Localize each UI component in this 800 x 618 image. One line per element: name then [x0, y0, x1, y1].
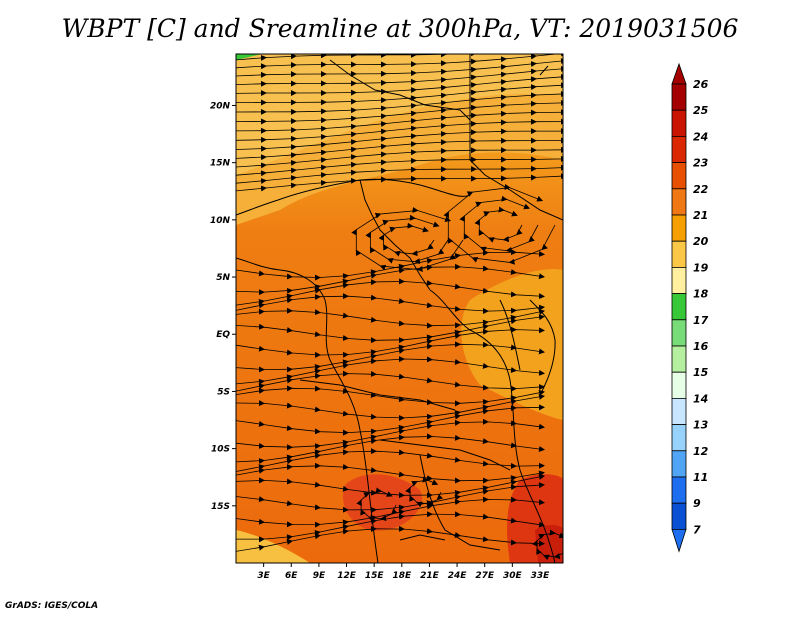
colorbar-label: 11: [693, 471, 708, 484]
colorbar-label: 9: [693, 497, 701, 510]
lon-tick-label: 3E: [257, 571, 270, 581]
colorbar-label: 24: [693, 130, 708, 143]
colorbar-segment: [671, 371, 687, 399]
streamline: [356, 487, 398, 522]
streamlines: [236, 54, 563, 561]
colorbar-label: 16: [693, 340, 709, 353]
colorbar-segment: [671, 476, 687, 504]
lat-tick-label: EQ: [216, 330, 230, 340]
map-title: WBPT [C] and Sreamline at 300hPa, VT: 20…: [61, 14, 739, 43]
lat-tick-label: 15S: [211, 502, 230, 512]
lon-tick-label: 33E: [531, 571, 551, 581]
streamline: [405, 476, 443, 508]
lon-tick-label: 9E: [313, 571, 326, 581]
map-area: [236, 54, 563, 563]
lat-tick-label: 15N: [210, 159, 231, 169]
colorbar-segment: [671, 397, 687, 425]
colorbar-segment: [671, 83, 687, 111]
lat-tick-label: 5S: [217, 387, 230, 397]
lat-tick-label: 10S: [211, 445, 230, 455]
streamline: [474, 206, 523, 243]
map-frame: [235, 53, 564, 564]
colorbar-bottom-arrow: [671, 529, 687, 553]
colorbar-segment: [671, 135, 687, 163]
colorbar-segment: [671, 319, 687, 347]
colorbar-label: 15: [693, 366, 709, 379]
colorbar-label: 17: [693, 314, 709, 327]
lon-tick-label: 30E: [503, 571, 523, 581]
longitude-axis: 3E 6E 9E 12E 15E 18E 21E 24E 27E 30E 33E: [257, 563, 550, 581]
colorbar-label: 14: [693, 392, 708, 405]
lon-tick-label: 27E: [475, 571, 495, 581]
colorbar-label: 25: [693, 104, 709, 117]
colorbar-segment: [671, 240, 687, 268]
lon-tick-label: 15E: [365, 571, 385, 581]
colorbar-label: 26: [693, 78, 709, 91]
colorbar-segment: [671, 424, 687, 452]
colorbar-segment: [671, 266, 687, 294]
streamline: [236, 525, 545, 552]
colorbar-label: 20: [693, 235, 709, 248]
streamline: [236, 173, 563, 192]
lon-tick-label: 12E: [337, 571, 357, 581]
colorbar-segment: [671, 109, 687, 137]
lat-tick-label: 5N: [216, 273, 230, 283]
colorbar-segment: [671, 502, 687, 530]
colorbar-label: 23: [693, 157, 709, 170]
streamline: [532, 529, 563, 561]
lon-tick-label: 21E: [420, 571, 440, 581]
colorbar-label: 12: [693, 445, 709, 458]
country-borders: [236, 54, 563, 563]
lon-tick-label: 24E: [448, 571, 468, 581]
colorbar-segment: [671, 450, 687, 478]
grads-credit: GrADS: IGES/COLA: [5, 601, 99, 611]
colorbar-label: 19: [693, 261, 709, 274]
colorbar-label: 7: [693, 523, 701, 536]
colorbar-segment: [671, 188, 687, 216]
colorbar: 26 25 24 23 22 21 20 19 18 17 16 15 14 13 12 11 9 7: [671, 62, 709, 553]
colorbar-label: 13: [693, 419, 709, 432]
streamline: [459, 195, 539, 253]
lon-tick-label: 18E: [392, 571, 412, 581]
lat-tick-label: 20N: [210, 101, 231, 111]
colorbar-label: 18: [693, 288, 709, 301]
colorbar-segment: [671, 162, 687, 190]
colorbar-segment: [671, 345, 687, 373]
colorbar-top-arrow: [671, 62, 687, 85]
colorbar-segment: [671, 214, 687, 242]
lon-tick-label: 6E: [285, 571, 298, 581]
latitude-axis: 20N 15N 10N 5N EQ 5S 10S 15S: [210, 101, 236, 512]
wbpt-dark-red-corner: [535, 525, 563, 563]
colorbar-label: 21: [693, 209, 708, 222]
lat-tick-label: 10N: [210, 216, 231, 226]
colorbar-label: 22: [693, 183, 709, 196]
colorbar-segment: [671, 293, 687, 321]
wbpt-green-corner: [236, 54, 262, 60]
